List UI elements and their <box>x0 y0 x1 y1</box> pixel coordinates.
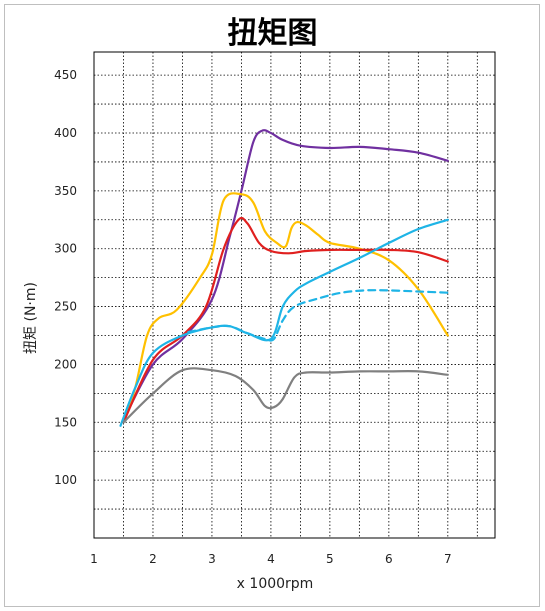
x-tick-label: 3 <box>208 552 216 566</box>
chart-title: 扭矩图 <box>227 16 318 51</box>
y-tick-label: 100 <box>54 473 77 487</box>
y-tick-label: 250 <box>54 300 77 314</box>
x-axis-label: x 1000rpm <box>237 576 314 592</box>
chart-frame <box>4 4 540 607</box>
y-tick-label: 450 <box>54 68 77 82</box>
x-tick-label: 7 <box>444 552 452 566</box>
series-layer <box>119 129 449 427</box>
x-tick-labels: 1 2 3 4 5 6 7 <box>90 552 451 566</box>
y-tick-label: 400 <box>54 126 77 140</box>
x-tick-label: 5 <box>326 552 334 566</box>
y-tick-label: 350 <box>54 184 77 198</box>
y-tick-label: 150 <box>54 415 77 429</box>
x-tick-label: 6 <box>385 552 393 566</box>
plot-border <box>93 51 496 539</box>
grid <box>93 51 496 539</box>
series-line-5 <box>187 289 449 342</box>
x-tick-label: 1 <box>90 552 98 566</box>
series-line-1 <box>122 129 449 422</box>
series-line-6 <box>122 367 449 424</box>
y-tick-label: 300 <box>54 242 77 256</box>
y-axis-label: 扭矩 (N·m) <box>23 282 39 354</box>
series-line-2 <box>122 192 449 424</box>
series-line-4 <box>119 218 449 427</box>
x-tick-label: 2 <box>149 552 157 566</box>
x-tick-label: 4 <box>267 552 275 566</box>
y-tick-label: 200 <box>54 357 77 371</box>
y-tick-labels: 100 150 200 250 300 350 400 450 <box>54 68 77 487</box>
